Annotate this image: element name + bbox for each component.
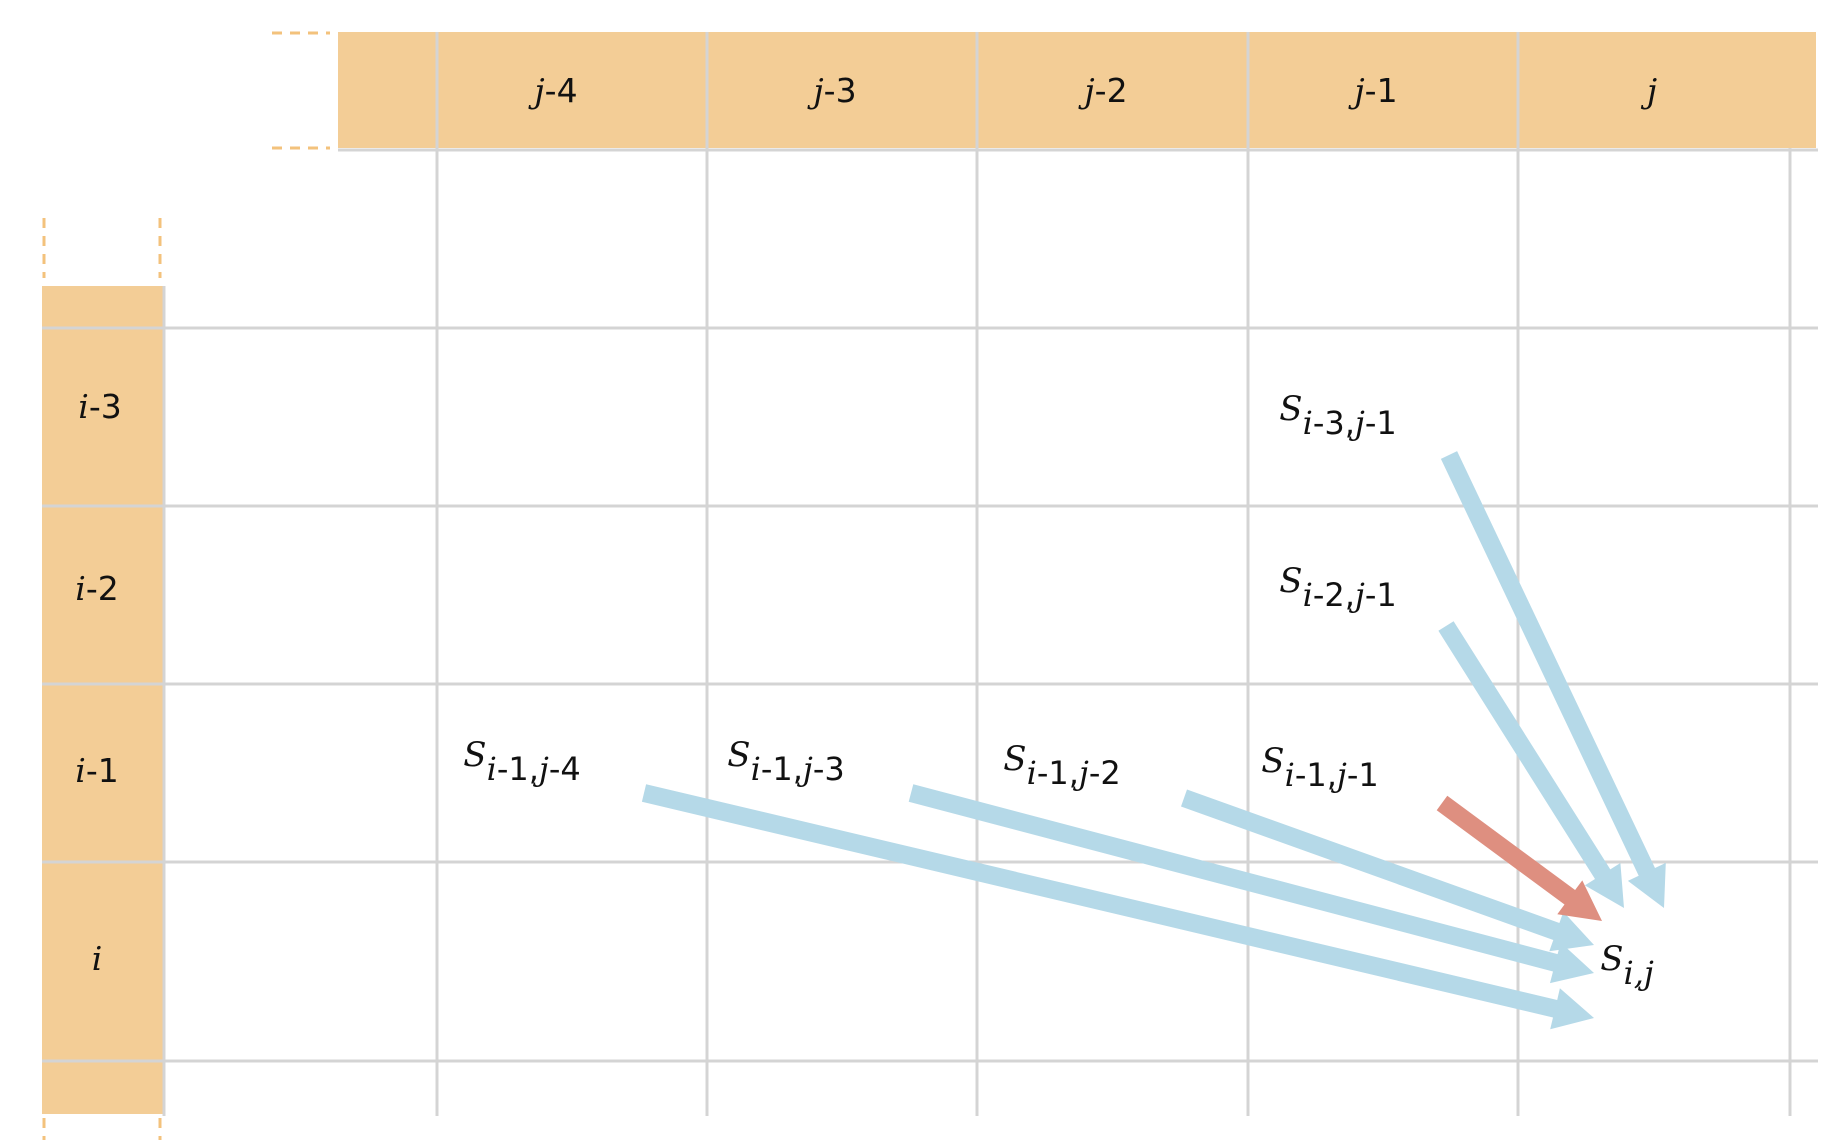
- cell-label-s-i2-j1: Si-2,j-1: [1279, 561, 1396, 614]
- arrow-s-i2-j1-to-s-i-j: [1438, 621, 1624, 908]
- row-header-i-2: i-2: [75, 569, 118, 608]
- arrow-s-i3-j1-to-s-i-j: [1440, 451, 1666, 908]
- cell-label-s-i-j: Si,j: [1600, 939, 1654, 992]
- arrow-s-i1-j3-to-s-i-j: [908, 784, 1594, 984]
- arrow-s-i1-j1-to-s-i-j: [1436, 795, 1602, 921]
- arrow-s-i1-j4-to-s-i-j: [641, 784, 1594, 1030]
- col-header-j-1: j-1: [1347, 71, 1397, 110]
- column-header-labels: j-4 j-3 j-2 j-1 j: [527, 71, 1657, 110]
- row-header-i-3: i-3: [78, 387, 121, 426]
- col-header-j-2: j-2: [1077, 71, 1127, 110]
- row-header-background: [42, 286, 164, 1114]
- cell-label-s-i1-j3: Si-1,j-3: [727, 735, 844, 788]
- cell-label-s-i1-j1: Si-1,j-1: [1261, 741, 1378, 794]
- arrow-s-i1-j2-to-s-i-j: [1181, 789, 1594, 952]
- cell-label-s-i3-j1: Si-3,j-1: [1279, 389, 1396, 442]
- cell-label-s-i1-j4: Si-1,j-4: [463, 735, 580, 788]
- row-header-i: i: [92, 939, 103, 978]
- column-header-band: [272, 31, 1816, 150]
- row-header-labels: i-3 i-2 i-1 i: [75, 387, 121, 978]
- col-header-j-4: j-4: [527, 71, 577, 110]
- cell-label-s-i1-j2: Si-1,j-2: [1003, 739, 1120, 792]
- column-header-background: [338, 32, 1816, 148]
- row-header-band: [42, 218, 164, 1140]
- col-header-j-3: j-3: [806, 71, 856, 110]
- row-header-i-1: i-1: [75, 751, 118, 790]
- dependency-arrows: [641, 451, 1666, 1030]
- cell-labels: Si-3,j-1 Si-2,j-1 Si-1,j-4 Si-1,j-3 Si-1,j-2…: [463, 389, 1654, 992]
